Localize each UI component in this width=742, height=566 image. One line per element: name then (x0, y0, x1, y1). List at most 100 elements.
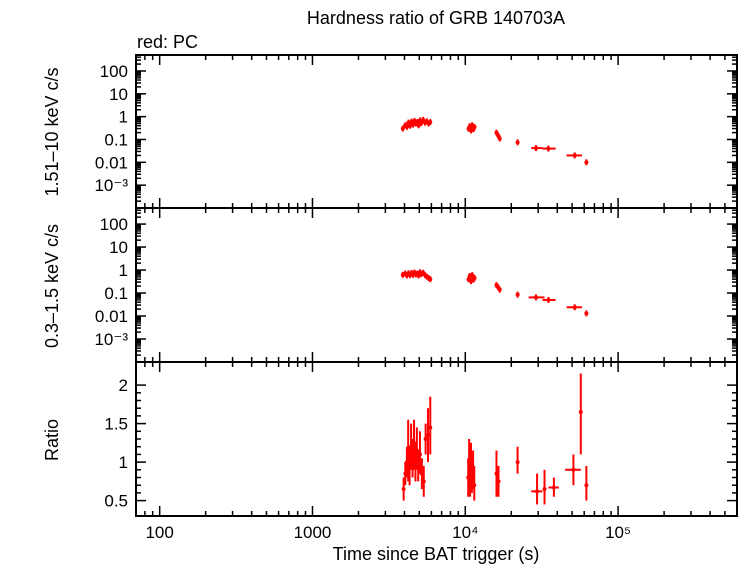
data-marker (515, 460, 520, 465)
data-point (578, 373, 583, 455)
data-point (542, 296, 556, 303)
data-marker (425, 433, 430, 438)
y-tick-label: 10⁻³ (94, 176, 128, 195)
y-tick-label: 0.1 (104, 130, 128, 149)
data-point (497, 135, 502, 142)
data-point (528, 294, 545, 301)
y-tick-label: 1 (119, 261, 128, 280)
data-marker (472, 125, 477, 130)
data-point (428, 276, 433, 283)
data-point (497, 286, 502, 293)
data-point (566, 304, 582, 311)
data-marker (542, 487, 547, 492)
data-marker (428, 277, 433, 282)
data-marker (472, 276, 477, 281)
panel-frame (135, 54, 738, 209)
data-point (401, 477, 406, 501)
data-marker (584, 311, 589, 316)
y-tick-label: 10 (109, 238, 128, 257)
ratio-y-axis-label: Ratio (42, 419, 62, 461)
data-point (584, 159, 589, 166)
data-marker (551, 485, 556, 490)
data-marker (578, 410, 583, 415)
soft-band-y-axis-label: 0.3–1.5 keV c/s (42, 224, 62, 348)
data-point (584, 465, 589, 501)
data-marker (428, 120, 433, 125)
data-point (417, 431, 422, 474)
data-point (566, 152, 582, 159)
panel-frame (135, 207, 738, 363)
data-marker (533, 295, 538, 300)
data-marker (515, 292, 520, 297)
data-point (423, 423, 428, 455)
data-point (472, 465, 477, 501)
data-marker (572, 153, 577, 158)
data-point (565, 454, 581, 486)
data-point (425, 408, 430, 463)
data-point (428, 119, 433, 126)
data-point (494, 450, 499, 497)
data-point (515, 291, 520, 298)
y-tick-label: 0.5 (104, 492, 128, 511)
y-tick-label: 0.1 (104, 284, 128, 303)
data-point (531, 145, 543, 152)
data-point (515, 446, 520, 474)
hard-band-y-axis-label: 1.51–10 keV c/s (42, 67, 62, 196)
panel-frame (135, 361, 738, 517)
data-marker (497, 287, 502, 292)
data-point (542, 469, 547, 505)
x-tick-label: 10⁴ (452, 523, 478, 542)
data-point (472, 275, 477, 282)
y-tick-label: 1 (119, 453, 128, 472)
data-marker (546, 146, 551, 151)
data-marker (584, 483, 589, 488)
data-point (472, 124, 477, 131)
y-tick-label: 100 (100, 215, 128, 234)
data-point (548, 477, 559, 497)
data-point (428, 396, 433, 455)
ratio-panel: 2 1.5 1 0.5 100 1000 10⁴ 10⁵ (104, 361, 738, 542)
soft-band-panel: 100 10 1 0.1 0.01 10⁻³ (94, 207, 738, 363)
data-marker (571, 467, 576, 472)
data-point (542, 145, 556, 152)
x-tick-label: 100 (145, 523, 173, 542)
y-tick-label: 10⁻³ (94, 330, 128, 349)
data-marker (494, 471, 499, 476)
data-marker (496, 479, 501, 484)
chart-title: Hardness ratio of GRB 140703A (307, 8, 565, 28)
y-tick-label: 10 (109, 85, 128, 104)
data-marker (421, 479, 426, 484)
chart-subtitle: red: PC (137, 32, 198, 52)
data-marker (470, 273, 475, 278)
y-tick-label: 100 (100, 62, 128, 81)
data-marker (546, 297, 551, 302)
x-axis-label: Time since BAT trigger (s) (333, 544, 540, 564)
x-tick-label: 1000 (294, 523, 332, 542)
data-marker (533, 146, 538, 151)
y-tick-label: 1.5 (104, 415, 128, 434)
data-point (584, 310, 589, 317)
data-marker (535, 489, 540, 494)
data-marker (572, 305, 577, 310)
data-point (531, 473, 543, 505)
data-marker (472, 483, 477, 488)
data-marker (515, 140, 520, 145)
data-point (400, 125, 405, 132)
data-marker (417, 452, 422, 457)
hard-band-panel: 100 10 1 0.1 0.01 10⁻³ (94, 54, 738, 209)
data-marker (400, 126, 405, 131)
y-tick-label: 2 (119, 376, 128, 395)
data-point (421, 465, 426, 497)
data-marker (584, 160, 589, 165)
data-marker (497, 136, 502, 141)
x-tick-label: 10⁵ (605, 523, 631, 542)
y-tick-label: 0.01 (95, 307, 128, 326)
data-point (496, 465, 501, 497)
y-tick-label: 1 (119, 108, 128, 127)
data-point (404, 123, 409, 130)
data-point (515, 139, 520, 146)
data-marker (428, 425, 433, 430)
data-point (470, 272, 475, 279)
data-marker (401, 487, 406, 492)
